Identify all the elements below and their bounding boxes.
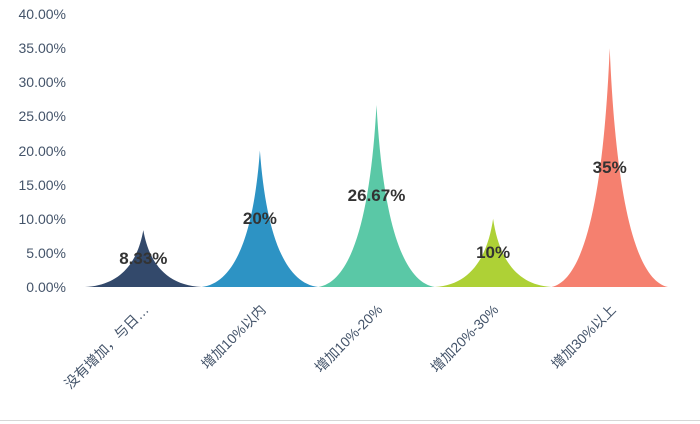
- y-axis-tick-label-1: 35.00%: [18, 40, 66, 57]
- y-axis-tick-label-8: 0.00%: [26, 279, 66, 295]
- data-label-0: 8.33%: [119, 248, 168, 268]
- spike-shape-4: [551, 48, 668, 287]
- y-axis-tick-label-6: 10.00%: [18, 210, 66, 227]
- data-label-4: 35%: [592, 157, 627, 177]
- y-axis-tick-label-7: 5.00%: [26, 244, 66, 261]
- data-label-3: 10%: [476, 242, 511, 262]
- y-axis-tick-label-5: 15.00%: [18, 176, 66, 193]
- y-axis-tick-label-3: 25.00%: [18, 108, 66, 125]
- y-axis-tick-label-0: 40.00%: [18, 6, 66, 22]
- window-bottom-border: [0, 420, 700, 421]
- y-axis-tick-label-2: 30.00%: [18, 74, 66, 91]
- spike-shape-1: [201, 150, 319, 287]
- y-axis-tick-label-4: 20.00%: [18, 142, 66, 159]
- spike-shape-2: [318, 105, 435, 287]
- data-label-2: 26.67%: [347, 186, 406, 205]
- data-label-1: 20%: [242, 208, 277, 228]
- spike-shape-3: [434, 218, 552, 287]
- spike-shape-0: [85, 230, 202, 287]
